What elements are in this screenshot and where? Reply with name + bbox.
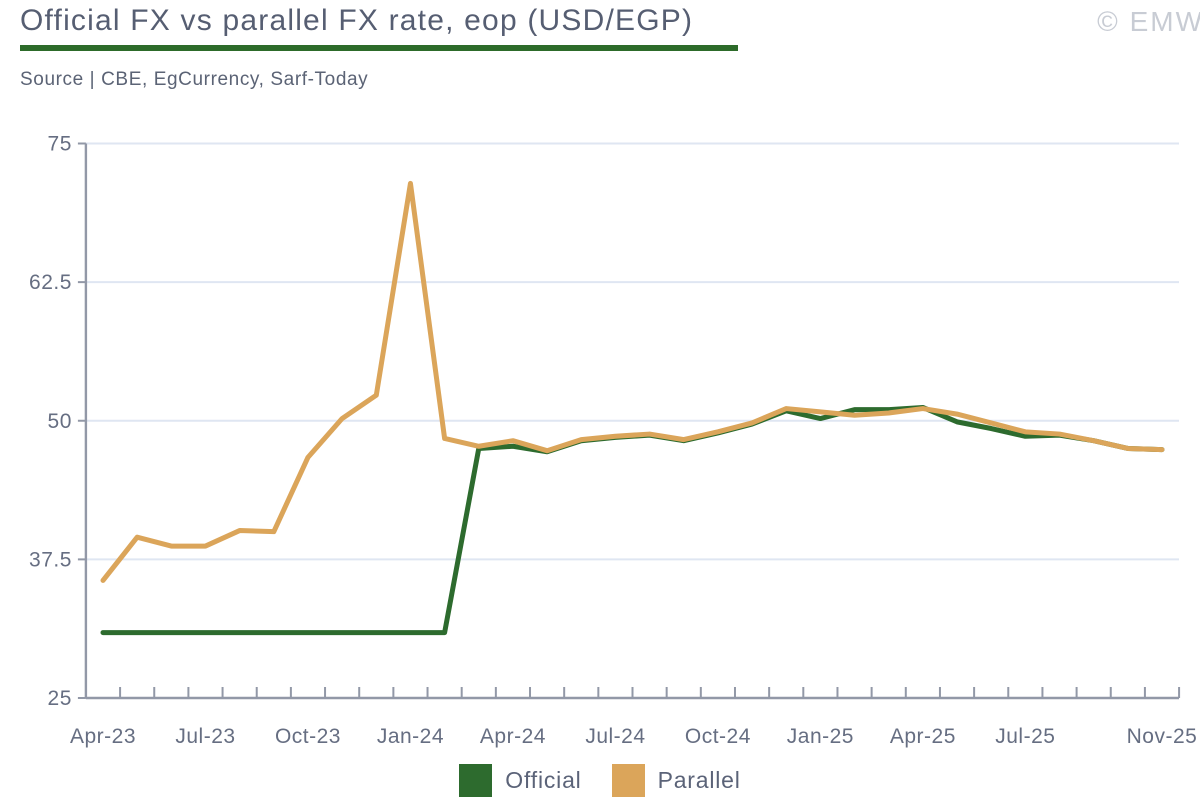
x-axis-label: Jan-24 xyxy=(377,725,444,748)
legend-label-parallel: Parallel xyxy=(657,766,741,793)
official-line xyxy=(100,404,1165,636)
x-axis-label: Nov-25 xyxy=(1127,725,1198,748)
official-swatch-icon xyxy=(459,763,493,797)
title-underline xyxy=(20,45,738,51)
x-axis-label: Jul-24 xyxy=(585,725,645,748)
x-axis-label: Oct-23 xyxy=(275,725,341,748)
x-axis-label: Oct-24 xyxy=(685,725,751,748)
y-axis-label: 50 xyxy=(48,410,72,433)
y-axis-label: 62.5 xyxy=(29,271,72,294)
legend-item-parallel: Parallel xyxy=(611,763,741,797)
source-line: Source | CBE, EgCurrency, Sarf-Today xyxy=(20,69,369,90)
parallel-swatch-icon xyxy=(611,763,645,797)
legend-item-official: Official xyxy=(459,763,582,797)
legend: Official Parallel xyxy=(0,760,1200,800)
x-axis-label: Apr-25 xyxy=(890,725,956,748)
page-title: Official FX vs parallel FX rate, eop (US… xyxy=(20,4,694,37)
x-axis-label: Jan-25 xyxy=(787,725,854,748)
x-axis-label: Apr-24 xyxy=(480,725,546,748)
y-axis-label: 25 xyxy=(48,687,72,710)
watermark: © EMW xyxy=(1097,6,1200,37)
x-axis-label: Jul-25 xyxy=(995,725,1055,748)
x-axis-label: Jul-23 xyxy=(175,725,235,748)
parallel-line xyxy=(100,180,1165,583)
x-axis-label: Apr-23 xyxy=(70,725,136,748)
y-axis-label: 37.5 xyxy=(29,548,72,571)
y-axis-label: 75 xyxy=(48,133,72,156)
legend-label-official: Official xyxy=(505,766,582,793)
